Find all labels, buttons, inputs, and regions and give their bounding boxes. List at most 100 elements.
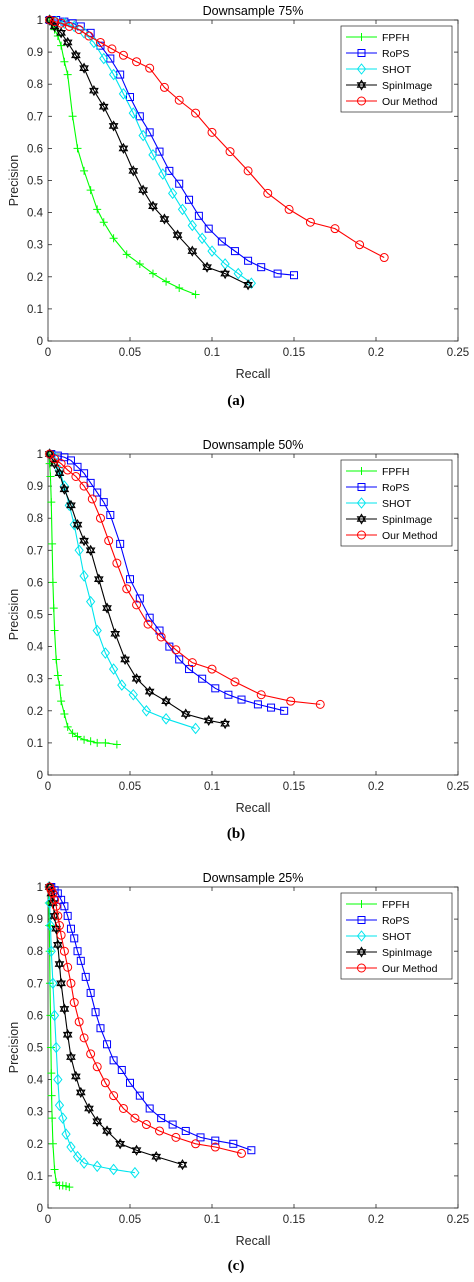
diamond-marker [130,1166,140,1179]
chart-panel-3: Downsample 25% 0 0.05 0.1 0.15 0.2 0.25 0 0.1 0.2… [7,871,469,1274]
y-tick-label: 0 [37,1203,43,1215]
plus-marker [57,41,66,50]
diamond-marker [72,1150,83,1163]
hexagram-marker [66,1051,76,1063]
square-marker [267,703,276,712]
diamond-marker [190,722,201,735]
diamond-marker [46,945,56,958]
square-marker [175,655,184,664]
plus-marker [48,1139,57,1148]
series-line [49,886,183,1166]
square-marker [126,575,134,584]
legend-entry: SpinImage [346,946,432,959]
diamond-marker [79,1157,89,1169]
diamond-marker [233,267,243,280]
y-tick-label: 1 [37,882,43,894]
series-spinimage [44,448,230,730]
chart-title: Downsample 50% [203,438,304,452]
y-tick-label: 0.4 [27,1075,44,1087]
hexagram-marker [62,36,73,49]
series-line [51,453,285,712]
y-tick-label: 0.6 [27,577,43,589]
legend-label: Our Method [382,96,438,108]
x-tick-label: 0 [45,781,51,793]
hexagram-marker [220,718,230,730]
hexagram-marker [98,101,109,113]
plus-marker [148,269,157,278]
hexagram-marker [159,213,170,225]
y-tick-label: 0.2 [27,1139,43,1151]
diamond-marker [141,704,152,717]
square-marker [70,934,79,943]
circle-marker [50,895,60,905]
plus-marker [48,539,57,548]
hexagram-marker [79,535,89,547]
circle-marker [56,930,66,940]
x-tick-label: 0.1 [204,347,220,359]
hexagram-marker [54,467,65,479]
circle-marker [95,513,105,523]
circle-marker [130,1113,140,1123]
square-marker [224,690,233,699]
chart-panel-1: Downsample 75% 0 0.05 0.1 0.15 0.2 0.25 0 0.1 0.2… [7,4,469,409]
circle-marker [286,696,296,706]
plus-marker [63,722,72,731]
square-marker [126,1078,134,1087]
diamond-marker [108,68,119,81]
square-marker [244,256,253,265]
hexagram-marker [356,513,367,525]
hexagram-marker [118,142,129,154]
diamond-marker [58,1112,68,1124]
plus-marker [60,710,69,719]
circle-marker [71,471,81,481]
hexagram-marker [72,519,83,531]
plus-marker [60,57,69,66]
legend-label: FPFH [382,32,409,44]
y-tick-label: 0.9 [27,481,43,493]
circle-marker [87,494,97,504]
plus-marker [73,144,82,153]
square-marker [109,1056,118,1065]
circle-marker [112,558,122,568]
hexagram-marker [177,1159,188,1171]
diamond-marker [158,168,168,180]
hexagram-marker [151,1151,162,1163]
y-axis-label: Precision [7,155,21,206]
diamond-marker [117,679,127,691]
circle-marker [237,1148,247,1158]
square-marker [73,947,82,956]
y-tick-label: 0 [37,336,43,348]
circle-marker [86,1049,96,1059]
square-marker [253,700,262,709]
y-tick-label: 0.5 [27,176,43,188]
diamond-marker [108,1163,119,1176]
circle-marker [210,1142,220,1152]
plus-marker [80,166,89,175]
square-marker [145,1104,154,1113]
legend-label: FPFH [382,466,409,478]
hexagram-marker [356,946,367,958]
circle-marker [63,465,73,475]
plus-marker [46,472,55,481]
circle-marker [284,204,294,214]
legend-label: Our Method [382,530,438,542]
x-tick-label: 0.15 [283,1214,305,1226]
series-line [49,19,252,284]
square-marker [106,510,115,519]
plus-marker [48,1114,57,1123]
x-tick-label: 0.15 [283,781,305,793]
y-tick-label: 0.1 [27,738,43,750]
circle-marker [187,658,197,668]
square-marker [185,195,194,204]
diamond-marker [197,232,207,245]
circle-marker [225,147,235,157]
legend-entry: SHOT [346,930,412,943]
hexagram-marker [202,261,212,273]
circle-marker [92,1062,102,1072]
plus-marker [68,729,77,738]
square-marker [237,695,246,704]
legend-label: SHOT [382,64,412,76]
series-line [49,19,295,276]
circle-marker [141,1120,151,1130]
square-marker [230,247,239,256]
